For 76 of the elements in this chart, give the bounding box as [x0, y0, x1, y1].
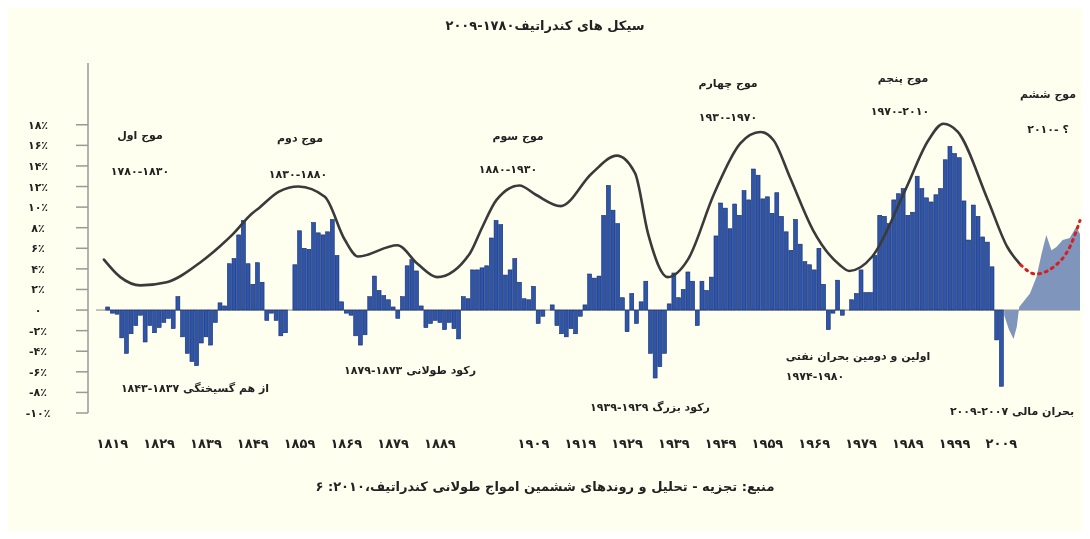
bar	[563, 309, 569, 338]
annotation: رکود طولانی ۱۸۷۳-۱۸۷۹	[344, 364, 476, 377]
x-tick-label: ۱۸۴۹	[236, 436, 269, 451]
bar	[423, 309, 429, 328]
y-tick-label: ۰	[34, 304, 42, 318]
chart-title: سیکل های کندراتیف۱۷۸۰-۲۰۰۹	[445, 18, 645, 33]
bar	[278, 309, 284, 337]
bar	[320, 234, 326, 311]
text: منبع: تجزیه - تحلیل و روندهای ششمین امواج طولانی کندراتیف،۲۰۱۰: ۶	[315, 479, 775, 495]
x-tick-label: ۱۹۱۹	[564, 436, 597, 451]
x-tick-label: ۱۹۸۹	[891, 436, 924, 451]
annotation: ۱۹۳۰-۱۹۷۰	[698, 111, 758, 124]
bar	[914, 175, 920, 311]
x-tick-label: ۱۹۷۹	[845, 436, 877, 451]
y-tick-label: ۱۲٪	[27, 180, 49, 194]
annotation: ۲۰۱۰- ؟	[1027, 123, 1069, 136]
annotation: رکود بزرگ ۱۹۲۹-۱۹۳۹	[590, 400, 710, 414]
annotation: موج ششم	[1019, 88, 1077, 102]
x-tick-label: ۱۸۲۹	[143, 436, 176, 451]
y-tick-label: ۱۸٪	[27, 118, 49, 132]
annotation: موج پنجم	[877, 72, 929, 86]
y-tick-label: -۱۰٪	[25, 407, 51, 420]
x-tick-label: ۱۹۶۹	[798, 436, 831, 451]
x-tick-label: ۱۹۵۹	[751, 436, 784, 451]
y-tick-label: -۶٪	[29, 365, 47, 379]
bar	[493, 220, 499, 311]
x-tick-label: ۱۸۸۹	[424, 436, 456, 451]
bar	[189, 309, 195, 362]
y-tick-label: ۸٪	[31, 221, 45, 235]
y-tick-label: -۲٪	[29, 324, 47, 338]
x-tick-label: ۱۹۳۹	[657, 436, 690, 451]
x-tick-label: ۱۹۰۹	[517, 436, 550, 451]
annotation: ۱۸۸۰-۱۹۳۰	[478, 163, 538, 176]
x-tick-label: ۱۸۵۹	[283, 436, 316, 451]
annotation: موج سوم	[492, 130, 544, 144]
annotation: بحران مالی ۲۰۰۷-۲۰۰۹	[949, 405, 1075, 418]
annotation: از هم گسیختگی ۱۸۳۷-۱۸۴۳	[120, 382, 270, 395]
annotation: موج اول	[117, 129, 163, 143]
x-tick-label: ۱۹۴۹	[704, 436, 737, 451]
bar	[671, 272, 677, 311]
x-tick-label: ۱۸۶۹	[330, 436, 363, 451]
annotation: موج دوم	[276, 132, 324, 146]
bar	[741, 190, 747, 311]
x-tick-label: ۱۸۳۹	[190, 436, 222, 451]
x-tick-label: ۱۸۱۹	[96, 436, 129, 451]
line-series	[1019, 219, 1082, 276]
line-series	[102, 122, 1022, 287]
bar	[432, 309, 438, 321]
bar	[105, 306, 110, 311]
bar	[774, 192, 780, 311]
annotation: ۱۸۳۰-۱۸۸۰	[268, 168, 328, 181]
y-tick-label: ۱۰٪	[27, 201, 49, 215]
annotation: موج چهارم	[698, 77, 758, 91]
annotation: ۱۹۷۰-۲۰۱۰	[870, 105, 930, 118]
bar	[652, 309, 658, 379]
bar	[858, 269, 864, 311]
bar	[947, 146, 953, 311]
x-tick-label: ۲۰۰۹	[985, 436, 1018, 451]
annotation: ۱۹۷۴-۱۹۸۰	[785, 370, 845, 383]
annotation: ۱۷۸۰-۱۸۳۰	[110, 165, 170, 178]
y-tick-label: ۱۴٪	[27, 159, 49, 173]
y-tick-label: ۲٪	[31, 283, 45, 297]
y-tick-label: ۱۶٪	[27, 139, 49, 153]
x-tick-label: ۱۹۲۹	[611, 436, 643, 451]
y-tick-label: ۴٪	[31, 262, 45, 276]
bar	[409, 259, 415, 311]
y-tick-label: ۶٪	[31, 242, 45, 256]
bar	[685, 271, 691, 311]
bar	[816, 247, 822, 311]
y-tick-label: -۴٪	[29, 345, 47, 359]
y-tick-label: -۸٪	[29, 386, 47, 400]
x-tick-label: ۱۹۹۹	[938, 436, 971, 451]
x-tick-label: ۱۸۷۹	[377, 436, 410, 451]
bar	[142, 309, 148, 343]
bar	[479, 267, 485, 311]
annotation: اولین و دومین بحران نفتی	[785, 350, 931, 363]
